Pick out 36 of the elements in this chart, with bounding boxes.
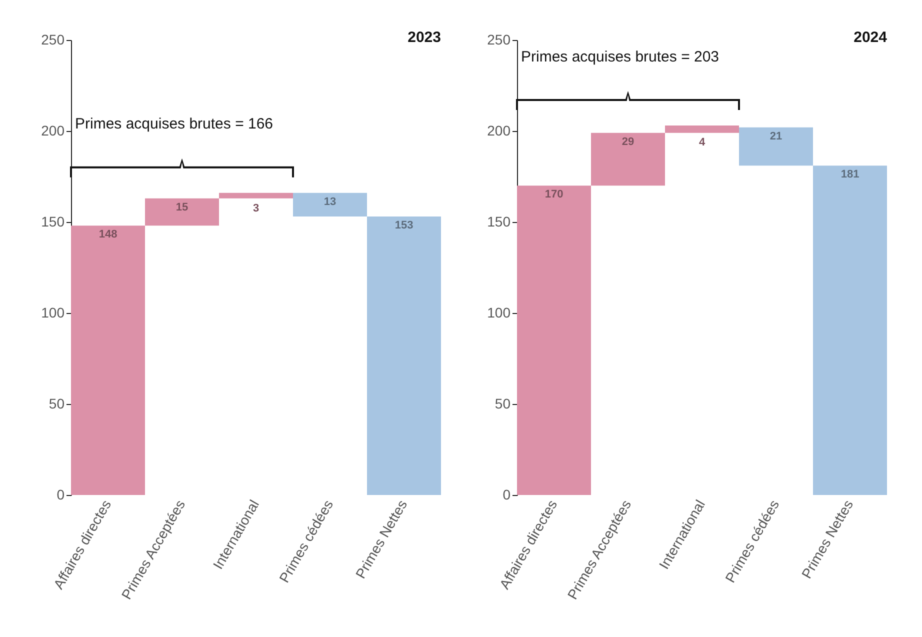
annotation: Primes acquises brutes = 203 [521,48,720,66]
bar [665,126,739,133]
bar [145,198,219,226]
data-label: 15 [176,201,188,214]
data-label: 181 [840,168,860,181]
y-tick-label: 150 [487,214,511,230]
annotation: Primes acquises brutes = 166 [75,116,274,133]
y-tick-label: 250 [41,32,65,48]
bar [219,192,293,198]
y-tick-label: 200 [41,122,65,138]
data-label: 3 [252,202,260,214]
bar [813,166,887,495]
y-tick-label: 50 [494,396,511,412]
y-tick-label: 250 [487,32,511,48]
bar [293,192,367,217]
data-label: 4 [698,136,706,149]
y-tick-label: 200 [487,122,511,138]
bar [367,216,441,495]
bar [739,127,813,166]
y-tick-label: 0 [502,486,511,502]
y-tick-label: 100 [487,304,511,320]
data-label: 29 [622,136,634,148]
y-tick-label: 100 [41,304,65,320]
chart-title: 2024 [854,29,888,46]
data-label: 153 [394,220,414,232]
data-label: 21 [770,130,782,142]
bar [591,132,665,186]
data-label: 13 [324,196,336,208]
data-label: 170 [544,188,564,201]
chart-title: 2023 [408,29,441,46]
bar [517,186,591,495]
data-label: 148 [98,228,118,241]
y-tick-label: 0 [56,486,65,502]
bar [71,226,145,495]
y-tick-label: 150 [41,214,65,230]
y-tick-label: 50 [48,396,65,412]
